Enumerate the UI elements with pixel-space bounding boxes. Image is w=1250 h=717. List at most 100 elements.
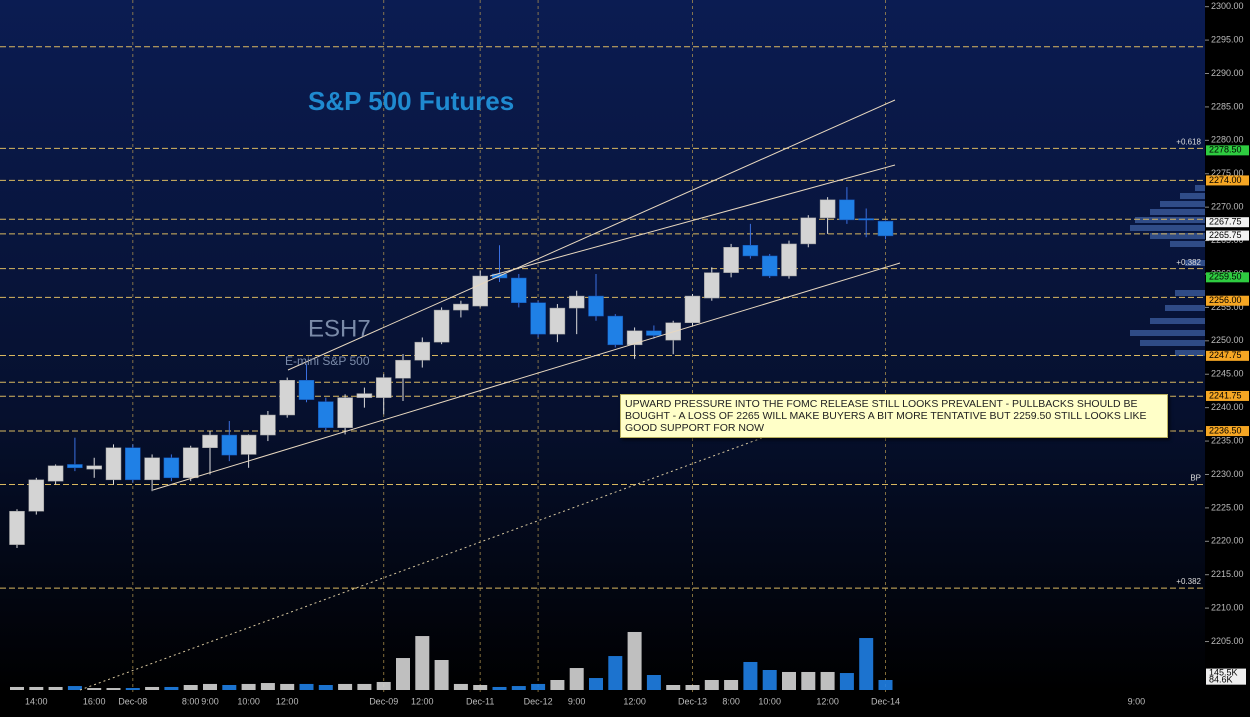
candle-body: [568, 295, 585, 309]
candle-body: [453, 303, 469, 311]
candle-body: [318, 401, 334, 428]
volume-tag-label: 145.5K: [1209, 667, 1238, 677]
candle-body: [9, 510, 25, 545]
candle-body: [86, 465, 102, 470]
candle-body: [819, 199, 836, 219]
x-tick-label: 9:00: [1128, 696, 1146, 706]
chart-title: S&P 500 Futures: [308, 86, 514, 116]
level-label: +0.382: [1176, 577, 1201, 586]
volume-tag: [1206, 675, 1246, 685]
volume-bar: [492, 686, 507, 690]
price-tag: [1206, 145, 1249, 156]
trend-line: [152, 262, 901, 491]
volume-tag-label: 84.6K: [1209, 675, 1233, 685]
volume-bar: [473, 685, 488, 690]
y-tick-label: 2220.00: [1211, 536, 1244, 546]
candle-body: [221, 434, 238, 456]
x-tick-label: 14:00: [25, 696, 48, 706]
price-tag: [1206, 390, 1249, 401]
y-tick-label: 2250.00: [1211, 335, 1244, 345]
price-tag: [1206, 426, 1249, 437]
x-tick-label: 12:00: [276, 696, 299, 706]
x-tick-label: Dec-14: [871, 696, 900, 706]
volume-bar: [87, 688, 102, 690]
y-tick-label: 2285.00: [1211, 101, 1244, 111]
volume-bar: [646, 675, 661, 690]
volume-bar: [106, 688, 121, 690]
volume-bar: [859, 638, 874, 690]
volume-bar: [589, 678, 603, 690]
candle-body: [395, 359, 411, 379]
volume-bar: [48, 686, 63, 690]
candle-body: [781, 243, 797, 277]
price-tag-label: 2265.75: [1209, 230, 1242, 240]
y-tick-label: 2245.00: [1211, 369, 1244, 379]
candle-body: [742, 245, 759, 257]
x-tick-label: 12:00: [816, 696, 839, 706]
candle-body: [858, 218, 874, 221]
volume-bar: [820, 671, 835, 690]
y-tick-label: 2280.00: [1211, 135, 1244, 145]
volume-bar: [550, 680, 565, 690]
candle-body: [472, 275, 488, 307]
trend-lines: [79, 99, 901, 691]
price-tag: [1206, 217, 1249, 228]
y-tick-label: 2235.00: [1211, 435, 1244, 445]
candle-body: [761, 255, 778, 277]
y-tick-label: 2295.00: [1211, 34, 1244, 44]
subtitle: E-mini S&P 500: [285, 354, 370, 368]
price-tag: [1206, 350, 1249, 361]
volume-bar: [724, 680, 739, 690]
volume-bar: [666, 685, 681, 690]
trend-line: [287, 99, 896, 371]
candle-body: [182, 447, 199, 479]
candle-body: [646, 330, 662, 336]
grid: [132, 0, 886, 692]
volume-bar: [704, 680, 719, 690]
volume-bar: [145, 686, 160, 690]
candle-body: [607, 315, 624, 346]
candle-body: [202, 434, 218, 448]
volume-bar: [67, 686, 82, 690]
volume-bar: [376, 681, 391, 690]
volume-bar: [531, 683, 546, 690]
x-tick-label: Dec-08: [118, 696, 147, 706]
candle-body: [877, 220, 894, 237]
candle-body: [511, 277, 527, 303]
y-tick-label: 2240.00: [1211, 402, 1244, 412]
candle-body: [530, 302, 546, 335]
volume-bar: [415, 636, 430, 690]
x-tick-label: Dec-11: [466, 696, 494, 706]
volume-bar: [357, 683, 372, 690]
volume-bar: [762, 670, 777, 690]
candle-body: [588, 295, 604, 317]
volume-bar: [203, 683, 217, 690]
x-tick-label: 12:00: [623, 696, 646, 706]
candle-body: [298, 379, 315, 400]
volume-bar: [511, 686, 526, 690]
y-tick-label: 2300.00: [1211, 1, 1244, 11]
candle-body: [125, 447, 141, 481]
symbol: ESH7: [308, 315, 371, 342]
plot-background: [0, 0, 1205, 692]
volume-bar: [878, 680, 893, 690]
candle-body: [704, 272, 720, 299]
volume-bar: [839, 673, 854, 690]
price-tag: [1206, 272, 1249, 283]
volume-bar: [164, 686, 179, 690]
volume-bar: [569, 668, 584, 690]
volume-tag: [1206, 668, 1246, 678]
candle-body: [414, 341, 431, 361]
x-tick-label: 8:00: [182, 696, 200, 706]
y-tick-label: 2270.00: [1211, 202, 1244, 212]
candle-body: [626, 330, 643, 346]
time-axis-background: [0, 692, 1205, 712]
volume-bar: [338, 683, 353, 690]
price-tag-label: 2241.75: [1209, 390, 1242, 400]
level-label: BP: [1190, 474, 1201, 483]
candle-body: [67, 464, 83, 469]
candle-body: [723, 247, 739, 273]
candle-body: [240, 434, 257, 455]
